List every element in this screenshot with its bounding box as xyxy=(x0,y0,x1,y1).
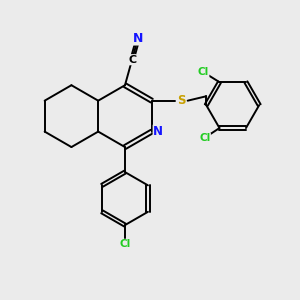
Text: Cl: Cl xyxy=(198,67,209,77)
Text: Cl: Cl xyxy=(199,134,210,143)
Text: N: N xyxy=(133,32,143,45)
Text: C: C xyxy=(128,55,136,65)
Text: Cl: Cl xyxy=(119,239,130,249)
Text: N: N xyxy=(153,125,163,138)
Text: S: S xyxy=(177,94,185,107)
